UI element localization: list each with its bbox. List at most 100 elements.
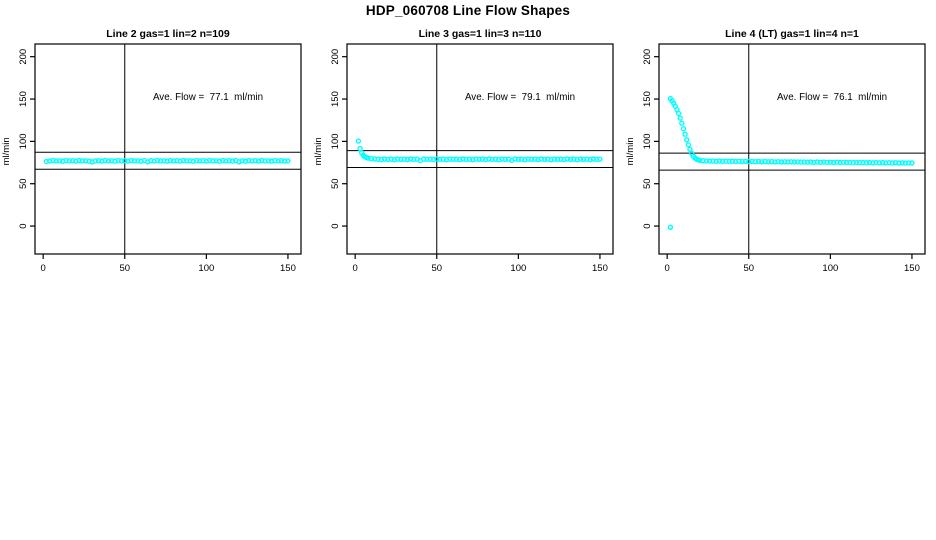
data-point: [909, 160, 915, 166]
x-tick-label: 150: [904, 263, 920, 274]
x-tick-label: 50: [119, 263, 130, 274]
x-tick-label: 0: [353, 263, 358, 274]
panel-line4-plot: Line 4 (LT) gas=1 lin=4 n=1 0 50 100 150 0 50 1…: [625, 28, 926, 274]
data-point: [282, 158, 288, 164]
data-point: [138, 158, 144, 164]
y-tick-label: 200: [642, 49, 653, 65]
data-point: [355, 138, 362, 144]
data-point: [788, 159, 794, 165]
data-point: [193, 157, 200, 164]
data-point: [174, 157, 180, 164]
data-point: [889, 160, 896, 166]
plot-box: [346, 43, 614, 255]
data-point: [899, 160, 905, 166]
data-point: [469, 156, 476, 163]
data-point: [726, 158, 732, 165]
data-point: [122, 157, 128, 164]
chart-main-title: HDP_060708 Line Flow Shapes: [365, 3, 571, 18]
data-point: [512, 156, 518, 162]
data-point: [239, 158, 246, 164]
y-tick-label: 150: [18, 91, 29, 107]
data-point: [255, 158, 262, 164]
y-axis-label: ml/min: [1, 137, 12, 165]
data-point: [378, 156, 385, 163]
avg-flow-annotation: Ave. Flow = 77.1 ml/min: [153, 92, 263, 103]
data-point: [675, 110, 682, 117]
avg-flow-annotation: Ave. Flow = 76.1 ml/min: [777, 92, 887, 103]
data-point: [476, 156, 482, 163]
data-point: [66, 158, 73, 164]
data-point: [870, 160, 876, 166]
data-point: [148, 157, 154, 164]
data-point: [388, 156, 394, 162]
x-tick-label: 150: [592, 263, 608, 274]
data-point: [229, 158, 236, 164]
data-point: [879, 159, 886, 166]
y-tick-label: 100: [18, 133, 29, 149]
data-point: [50, 157, 56, 164]
data-point: [558, 156, 564, 162]
x-tick-label: 100: [510, 263, 526, 274]
data-point: [92, 158, 99, 164]
data-point: [710, 158, 716, 164]
data-point: [357, 145, 363, 152]
x-tick-label: 100: [198, 263, 214, 274]
y-tick-label: 200: [18, 49, 29, 65]
data-point: [275, 158, 281, 164]
data-point: [680, 125, 687, 132]
y-tick-label: 100: [642, 133, 653, 149]
data-point: [285, 158, 291, 164]
data-point: [685, 142, 692, 148]
y-tick-label: 50: [18, 178, 29, 189]
data-point: [798, 159, 804, 165]
data-point: [265, 158, 272, 164]
x-tick-label: 50: [431, 263, 442, 274]
data-point: [460, 156, 466, 162]
data-point: [772, 159, 778, 165]
data-point: [587, 156, 593, 163]
x-tick-label: 50: [743, 263, 754, 274]
data-point: [746, 158, 752, 165]
data-point: [736, 158, 742, 165]
data-point: [424, 156, 430, 163]
data-point: [112, 158, 118, 164]
data-point: [677, 115, 683, 121]
data-point: [56, 158, 63, 164]
panel-line2-plot: Line 2 gas=1 lin=2 n=109 0 50 100 150 0 50 100 1…: [1, 28, 302, 274]
data-point: [700, 157, 706, 164]
data-point: [164, 158, 170, 164]
data-point: [682, 131, 688, 137]
data-point: [863, 159, 870, 166]
data-point: [834, 159, 840, 165]
data-point: [567, 156, 574, 163]
data-point: [597, 156, 603, 162]
data-point: [434, 156, 440, 162]
data-point: [551, 156, 558, 162]
data-point: [808, 159, 814, 165]
data-point: [128, 157, 135, 164]
data-point: [102, 157, 108, 164]
data-point: [752, 158, 759, 165]
plot-box: [34, 43, 302, 255]
data-point: [496, 156, 502, 163]
data-point: [157, 158, 164, 164]
data-point: [667, 224, 674, 231]
data-point: [817, 159, 824, 166]
data-point: [594, 156, 600, 163]
panel-line3-plot: Line 3 gas=1 lin=3 n=110 0 50 100 150 0 50 100 1…: [313, 28, 614, 274]
data-point: [440, 156, 447, 162]
y-tick-label: 0: [330, 223, 341, 228]
y-tick-label: 0: [18, 223, 29, 228]
data-point: [450, 156, 456, 163]
data-point: [531, 156, 538, 162]
data-point: [577, 156, 584, 162]
x-tick-label: 150: [280, 263, 296, 274]
x-tick-label: 0: [41, 263, 46, 274]
y-axis-label: ml/min: [625, 137, 636, 165]
data-point: [843, 159, 850, 166]
data-point: [762, 158, 768, 165]
data-point: [200, 157, 206, 164]
data-point: [679, 120, 685, 126]
data-point: [781, 159, 788, 165]
